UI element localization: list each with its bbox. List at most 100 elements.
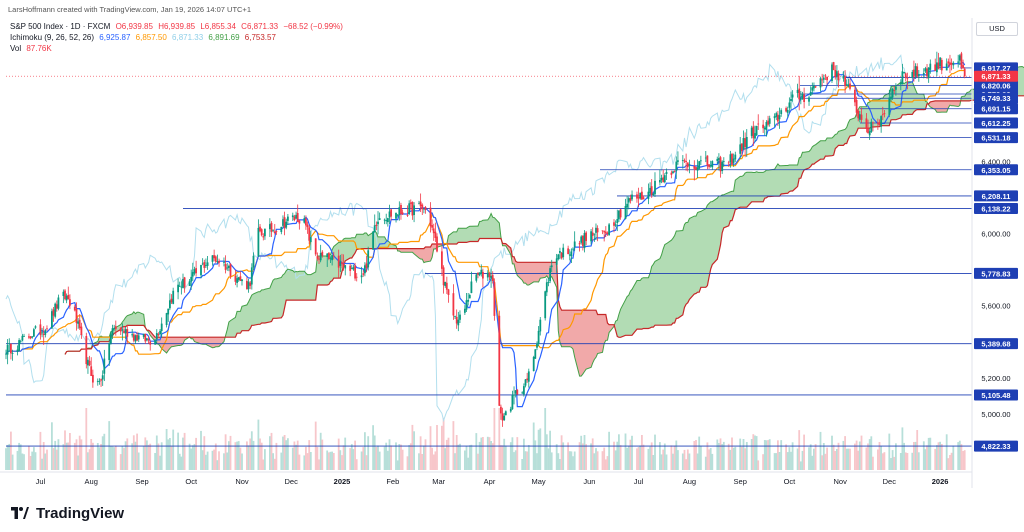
candle-body xyxy=(321,251,324,256)
lagging-span-line xyxy=(5,54,907,423)
candle-body xyxy=(5,353,7,355)
level-label-bg xyxy=(974,79,1018,91)
volume-bar xyxy=(18,442,20,470)
volume-label: Vol xyxy=(10,44,22,53)
candle-body xyxy=(146,338,148,341)
candle-body xyxy=(686,162,689,168)
symbol-legend[interactable]: S&P 500 Index · 1D · FXCM O6,939.85 H6,9… xyxy=(10,22,343,31)
candle-body xyxy=(763,127,766,130)
candle-body xyxy=(191,272,194,277)
volume-bar xyxy=(739,438,742,470)
volume-bar xyxy=(434,451,437,470)
candle-body xyxy=(18,340,20,351)
volume-bar xyxy=(798,430,801,470)
candle-body xyxy=(958,55,961,61)
volume-bar xyxy=(108,421,111,470)
volume-bar xyxy=(654,434,656,470)
volume-bar xyxy=(583,435,586,470)
volume-bar xyxy=(718,443,720,470)
candle-body xyxy=(514,390,517,394)
time-axis: Jul Aug Sep Oct Nov Dec 2025 Feb Mar Apr May Jun Jul… xyxy=(0,471,972,486)
volume-bar xyxy=(845,448,848,470)
candle-body xyxy=(480,269,483,274)
candle-body xyxy=(337,255,340,268)
candle-body xyxy=(883,113,886,115)
volume-bar xyxy=(811,455,814,470)
volume-bar xyxy=(365,455,368,470)
candle-body xyxy=(513,394,515,396)
volume-bar xyxy=(269,436,271,470)
volume-bar xyxy=(799,461,802,470)
candle-body xyxy=(547,282,550,283)
volume-legend[interactable]: Vol 87.76K xyxy=(10,44,52,53)
candle-body xyxy=(532,357,535,371)
volume-bar xyxy=(677,450,679,470)
currency-button[interactable]: USD xyxy=(976,22,1018,36)
candle-body xyxy=(637,197,640,199)
volume-bar xyxy=(837,442,840,470)
volume-bar xyxy=(698,436,701,470)
candle-body xyxy=(663,175,666,183)
volume-bar xyxy=(831,435,833,470)
candle-body xyxy=(121,329,124,331)
candle-body xyxy=(387,218,389,223)
volume-bar xyxy=(119,454,122,470)
candle-body xyxy=(341,262,343,264)
volume-bar xyxy=(144,437,147,470)
candle-body xyxy=(465,300,468,310)
candle-body xyxy=(927,67,930,79)
volume-bar xyxy=(486,436,489,470)
volume-bar xyxy=(854,443,856,470)
candle-body xyxy=(46,328,48,330)
candle-body xyxy=(821,79,823,81)
volume-bar xyxy=(31,451,34,470)
candle-body xyxy=(234,275,237,282)
ichimoku-legend[interactable]: Ichimoku (9, 26, 52, 26) 6,925.87 6,857.… xyxy=(10,33,276,42)
volume-bar xyxy=(46,449,48,470)
candle-body xyxy=(536,343,538,348)
level-label: 6,820.06 xyxy=(981,81,1010,90)
candle-body xyxy=(534,349,537,359)
volume-bar xyxy=(613,441,615,470)
volume-bar xyxy=(167,439,170,470)
volume-bar xyxy=(442,417,445,470)
candle-body xyxy=(616,219,619,223)
volume-bar xyxy=(177,432,179,470)
brand-name: TradingView xyxy=(36,504,125,522)
candle-body xyxy=(282,219,284,226)
volume-bar xyxy=(790,451,792,470)
candle-body xyxy=(785,108,787,112)
cloud-segment xyxy=(448,213,503,246)
candle-body xyxy=(627,198,630,203)
candle-body xyxy=(727,162,730,164)
candle-body xyxy=(613,222,615,226)
volume-bar xyxy=(8,443,11,470)
volume-bar xyxy=(775,453,778,470)
volume-bar xyxy=(731,437,733,470)
month-label: Nov xyxy=(235,477,249,486)
volume-bar xyxy=(521,459,524,470)
candle-body xyxy=(858,114,861,120)
candle-body xyxy=(291,215,294,218)
volume-bar xyxy=(295,444,297,470)
candle-body xyxy=(211,255,214,262)
ichimoku-base: 6,857.50 xyxy=(135,33,167,42)
ichimoku-label: Ichimoku (9, 26, 52, 26) xyxy=(10,33,95,42)
candle-body xyxy=(318,258,320,260)
month-label: Nov xyxy=(834,477,848,486)
volume-bar xyxy=(62,444,65,470)
volume-bar xyxy=(213,449,215,470)
volume-bar xyxy=(154,453,156,470)
candle-body xyxy=(903,72,905,74)
brand[interactable]: TradingView xyxy=(10,502,124,524)
volume-bars xyxy=(5,408,966,470)
candle-body xyxy=(803,94,805,102)
candle-body xyxy=(419,201,422,207)
volume-bar xyxy=(132,435,135,470)
candle-body xyxy=(172,290,175,304)
volume-bar xyxy=(685,459,687,470)
candle-body xyxy=(33,329,35,337)
candle-body xyxy=(899,83,902,85)
candle-body xyxy=(85,336,88,365)
